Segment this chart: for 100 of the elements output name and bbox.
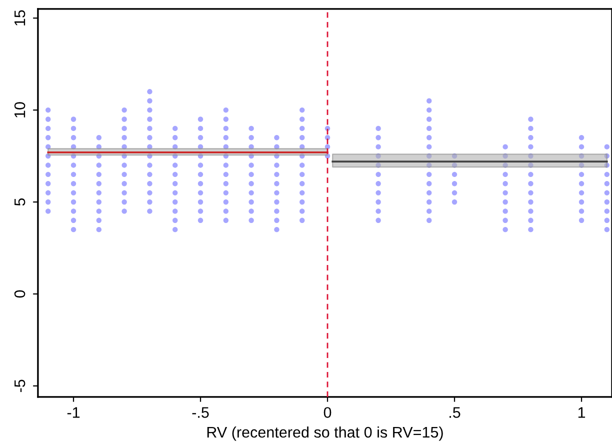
point xyxy=(70,199,76,205)
point xyxy=(604,144,610,150)
point xyxy=(223,218,229,223)
point xyxy=(147,208,152,214)
point xyxy=(528,181,534,186)
point xyxy=(376,208,381,214)
point xyxy=(604,181,610,186)
x-tick-label: .5 xyxy=(450,407,460,418)
point xyxy=(502,226,508,232)
point xyxy=(147,190,152,196)
point xyxy=(223,199,229,205)
point xyxy=(147,126,152,132)
point xyxy=(70,162,76,168)
point xyxy=(172,181,178,186)
point xyxy=(578,144,584,150)
point xyxy=(578,199,584,205)
point xyxy=(46,107,51,113)
point xyxy=(122,181,127,186)
point xyxy=(376,126,381,132)
point xyxy=(528,126,534,132)
point xyxy=(70,208,76,214)
point xyxy=(426,218,432,223)
point xyxy=(300,172,305,178)
point xyxy=(46,208,51,214)
point xyxy=(426,199,432,205)
point xyxy=(300,135,305,140)
point xyxy=(122,162,127,168)
point xyxy=(248,126,254,132)
point xyxy=(172,135,178,140)
point xyxy=(122,199,127,205)
point xyxy=(147,116,152,122)
point xyxy=(300,181,305,186)
point xyxy=(604,172,610,178)
point xyxy=(300,126,305,132)
point xyxy=(147,199,152,205)
point xyxy=(426,126,432,132)
point xyxy=(376,218,381,223)
point xyxy=(70,190,76,196)
point xyxy=(452,190,458,196)
point xyxy=(198,199,204,205)
point xyxy=(122,116,127,122)
point xyxy=(604,199,610,205)
point xyxy=(300,116,305,122)
point xyxy=(376,181,381,186)
point xyxy=(46,181,51,186)
point xyxy=(376,135,381,140)
point xyxy=(122,208,127,214)
point xyxy=(46,199,51,205)
point xyxy=(96,226,102,232)
point xyxy=(426,208,432,214)
point xyxy=(578,135,584,140)
point xyxy=(426,116,432,122)
point xyxy=(452,199,458,205)
point xyxy=(248,162,254,168)
point xyxy=(426,135,432,140)
point xyxy=(96,135,102,140)
point xyxy=(223,116,229,122)
point xyxy=(70,135,76,140)
point xyxy=(198,190,204,196)
point xyxy=(248,218,254,223)
point xyxy=(274,135,280,140)
point xyxy=(248,181,254,186)
point xyxy=(198,126,204,132)
point xyxy=(248,208,254,214)
point xyxy=(502,199,508,205)
point xyxy=(223,208,229,214)
point xyxy=(604,190,610,196)
point xyxy=(248,172,254,178)
point xyxy=(426,107,432,113)
point xyxy=(172,226,178,232)
point xyxy=(223,172,229,178)
point xyxy=(172,199,178,205)
y-tick-label: -5 xyxy=(14,380,26,392)
point xyxy=(274,218,280,223)
point xyxy=(426,172,432,178)
point xyxy=(46,126,51,132)
point xyxy=(223,107,229,113)
point xyxy=(198,208,204,214)
point xyxy=(578,172,584,178)
point xyxy=(147,162,152,168)
point xyxy=(248,199,254,205)
x-tick-label: -1 xyxy=(67,407,80,418)
point xyxy=(96,181,102,186)
point xyxy=(223,181,229,186)
point xyxy=(198,162,204,168)
point xyxy=(46,172,51,178)
point xyxy=(426,190,432,196)
point xyxy=(528,208,534,214)
point xyxy=(528,172,534,178)
point xyxy=(528,190,534,196)
point xyxy=(122,172,127,178)
point xyxy=(528,144,534,150)
x-tick-label: 0 xyxy=(324,407,332,418)
point xyxy=(528,199,534,205)
point xyxy=(223,135,229,140)
point xyxy=(198,181,204,186)
point xyxy=(248,135,254,140)
point xyxy=(198,116,204,122)
point xyxy=(604,226,610,232)
x-axis-title: RV (recentered so that 0 is RV=15) xyxy=(207,426,443,441)
